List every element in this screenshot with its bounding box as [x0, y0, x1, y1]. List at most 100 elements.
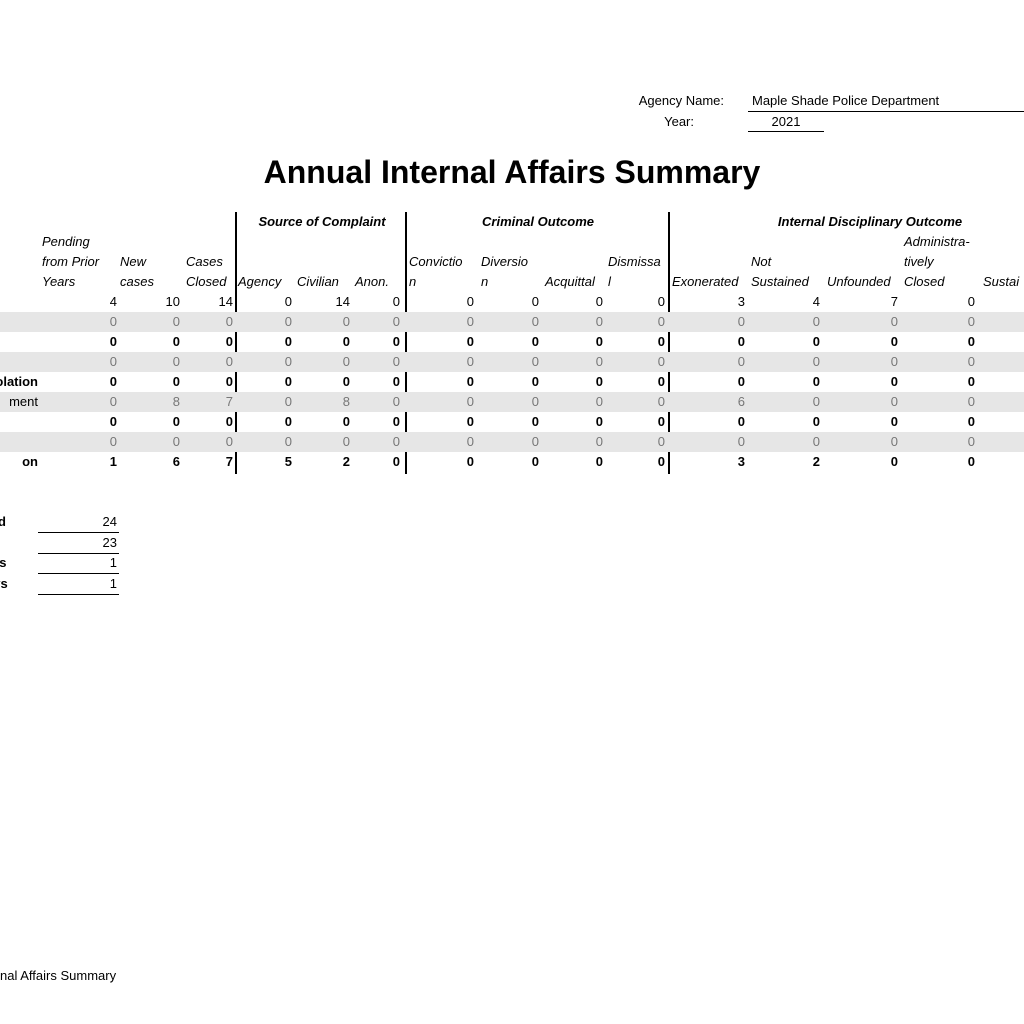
- cell: 0: [531, 454, 539, 469]
- cell: 0: [392, 454, 400, 469]
- column-header: Closed: [904, 274, 945, 289]
- column-header: Unfounded: [827, 274, 891, 289]
- cell: 0: [284, 314, 292, 329]
- separator: [405, 212, 407, 474]
- cell: 5: [284, 454, 292, 469]
- cell: 0: [657, 434, 665, 449]
- year: 2021: [771, 114, 801, 129]
- cell: 0: [531, 414, 539, 429]
- column-header: l: [608, 274, 611, 289]
- cell: 0: [812, 394, 820, 409]
- cell: 0: [737, 314, 745, 329]
- group-header: Internal Disciplinary Outcome: [777, 214, 963, 229]
- summary-value: 23: [102, 534, 117, 550]
- cell: 0: [967, 314, 975, 329]
- cell: 0: [172, 354, 180, 369]
- cell: 0: [392, 394, 400, 409]
- cell: 0: [967, 374, 975, 389]
- cell: 0: [531, 434, 539, 449]
- column-header: Dismissa: [608, 254, 661, 269]
- cell: 0: [109, 334, 117, 349]
- cell: 0: [466, 374, 474, 389]
- cell: 0: [890, 414, 898, 429]
- cell: 0: [466, 334, 474, 349]
- cell: 0: [225, 374, 233, 389]
- cell: 0: [890, 314, 898, 329]
- cell: 0: [531, 294, 539, 309]
- cell: 0: [172, 334, 180, 349]
- cell: 0: [967, 434, 975, 449]
- cell: 3: [737, 294, 745, 309]
- column-header: Administra-: [904, 234, 970, 249]
- underline: [38, 552, 119, 554]
- cell: 0: [466, 394, 474, 409]
- cell: 1: [109, 454, 117, 469]
- cell: 0: [657, 334, 665, 349]
- cell: 0: [890, 374, 898, 389]
- column-header: n: [409, 274, 417, 289]
- column-header: New: [120, 254, 147, 269]
- cell: 0: [967, 354, 975, 369]
- cell: 0: [466, 294, 474, 309]
- cell: 0: [392, 374, 400, 389]
- cell: 0: [595, 434, 603, 449]
- cell: 2: [342, 454, 350, 469]
- cell: 0: [657, 294, 665, 309]
- cell: 0: [284, 354, 292, 369]
- cell: 0: [812, 334, 820, 349]
- column-header: Sustai: [983, 274, 1020, 289]
- cell: 0: [812, 434, 820, 449]
- cell: 0: [890, 434, 898, 449]
- cell: 0: [172, 314, 180, 329]
- cell: 0: [284, 374, 292, 389]
- cell: 0: [392, 434, 400, 449]
- cell: 0: [737, 374, 745, 389]
- cell: 0: [284, 434, 292, 449]
- cell: 0: [595, 394, 603, 409]
- cell: 0: [109, 374, 117, 389]
- column-header: Diversio: [481, 254, 528, 269]
- column-header: Acquittal: [545, 274, 595, 289]
- cell: 0: [225, 354, 233, 369]
- cell: 0: [392, 354, 400, 369]
- cell: 7: [225, 394, 233, 409]
- row-band: [0, 392, 1024, 412]
- cell: 7: [225, 454, 233, 469]
- row-band: [0, 312, 1024, 332]
- underline: [748, 111, 1024, 112]
- cell: 0: [531, 334, 539, 349]
- cell: 0: [812, 414, 820, 429]
- cell: 0: [812, 314, 820, 329]
- cell: 0: [737, 334, 745, 349]
- cell: 0: [342, 374, 350, 389]
- cell: 0: [657, 354, 665, 369]
- cell: 0: [657, 414, 665, 429]
- cell: 8: [342, 394, 350, 409]
- cell: 0: [595, 374, 603, 389]
- cell: 0: [225, 314, 233, 329]
- cell: 0: [595, 294, 603, 309]
- cell: 0: [109, 394, 117, 409]
- cell: 0: [595, 334, 603, 349]
- cell: 0: [657, 374, 665, 389]
- column-header: from Prior: [42, 254, 100, 269]
- cell: 0: [466, 434, 474, 449]
- cell: 14: [335, 294, 350, 309]
- cell: 0: [967, 334, 975, 349]
- cell: 4: [812, 294, 820, 309]
- cell: 0: [531, 394, 539, 409]
- column-header: cases: [120, 274, 154, 289]
- cell: 0: [657, 394, 665, 409]
- cell: 0: [172, 434, 180, 449]
- summary-value: 1: [109, 555, 117, 571]
- row-label: ment: [9, 394, 38, 409]
- row-band: [0, 432, 1024, 452]
- cell: 0: [595, 414, 603, 429]
- cell: 0: [225, 334, 233, 349]
- row-label: olation: [0, 374, 38, 389]
- cell: 0: [890, 394, 898, 409]
- cell: 10: [165, 294, 180, 309]
- summary-value: 24: [102, 514, 117, 529]
- column-header: Pending: [42, 234, 90, 249]
- separator: [668, 212, 670, 474]
